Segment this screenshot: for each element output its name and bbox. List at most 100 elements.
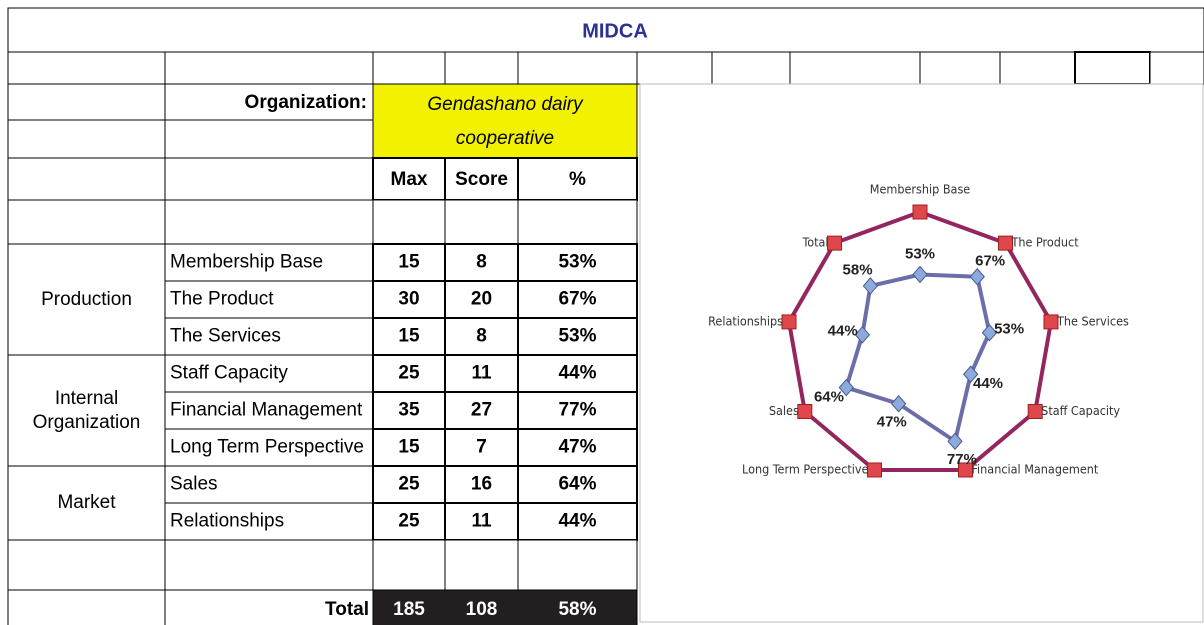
- cell: [444, 354, 519, 393]
- title-cell: [7, 7, 1204, 53]
- cell: [164, 83, 374, 121]
- cell: [164, 502, 374, 541]
- cell: [372, 199, 446, 245]
- cell: [372, 51, 446, 85]
- marker: [838, 378, 854, 397]
- cell: [517, 539, 638, 591]
- marker: [997, 235, 1013, 251]
- marker: [969, 267, 985, 286]
- cell-value: 44%: [558, 511, 596, 532]
- cell-value: 8: [476, 326, 487, 347]
- cell: [7, 589, 166, 625]
- cell: [7, 354, 166, 467]
- cell-value: 15: [398, 252, 420, 273]
- column-header: %: [569, 169, 586, 190]
- organization-label: Organization:: [245, 92, 367, 113]
- category-label: The Product: [1010, 235, 1079, 250]
- cell: [517, 157, 638, 201]
- series-line: [787, 210, 1053, 472]
- cell: [164, 157, 374, 201]
- series-line: [844, 272, 992, 444]
- category-label: Sales: [769, 403, 799, 418]
- cell: [789, 51, 921, 85]
- cell: [164, 391, 374, 430]
- marker: [867, 462, 883, 478]
- total-value: 185: [393, 599, 425, 620]
- cell: [7, 465, 166, 541]
- data-label: 53%: [994, 320, 1024, 337]
- cell-value: 53%: [558, 326, 596, 347]
- cell: [517, 428, 638, 467]
- cell: [517, 391, 638, 430]
- data-label: 77%: [947, 451, 977, 468]
- marker: [827, 235, 843, 251]
- category-label: Membership Base: [870, 182, 971, 197]
- cell: [517, 280, 638, 319]
- row-label: The Product: [170, 289, 274, 310]
- row-label: Long Term Perspective: [170, 437, 364, 458]
- row-label: Sales: [170, 474, 218, 495]
- group-box: Internal Organization: [32, 387, 141, 433]
- cell-value: 15: [398, 326, 420, 347]
- cell: [164, 51, 374, 85]
- cell: [444, 539, 519, 591]
- marker: [781, 314, 797, 330]
- group-name: Production: [41, 288, 132, 310]
- cell: [444, 465, 519, 504]
- cell: [919, 51, 1001, 85]
- marker: [981, 324, 998, 342]
- marker: [890, 394, 907, 413]
- column-header: Score: [455, 169, 508, 190]
- cell-value: 7: [476, 437, 487, 458]
- category-label: Long Term Perspective: [742, 461, 869, 476]
- total-value: 58%: [558, 599, 596, 620]
- category-label: The Services: [1056, 313, 1129, 328]
- marker: [947, 432, 963, 450]
- sheet-title: MIDCA: [582, 20, 648, 42]
- cell: [164, 354, 374, 393]
- cell: [1149, 51, 1204, 85]
- chart-area: [639, 83, 1204, 623]
- group-box: Market: [57, 492, 116, 513]
- cell: [517, 199, 638, 245]
- data-label: 53%: [905, 245, 935, 262]
- cell: [7, 157, 166, 201]
- cell: [636, 51, 713, 85]
- cell: [164, 428, 374, 467]
- row-label: Membership Base: [170, 252, 323, 273]
- data-label: 44%: [828, 322, 858, 339]
- total-label: Total: [325, 599, 369, 620]
- category-label: Staff Capacity: [1041, 403, 1120, 418]
- cell-value: 30: [398, 289, 419, 310]
- cell: [164, 589, 374, 625]
- cell-value: 44%: [558, 363, 596, 384]
- row-label: Relationships: [170, 511, 284, 532]
- category-label: Relationships: [708, 313, 783, 328]
- cell-value: 20: [471, 289, 492, 310]
- cell-value: 25: [398, 511, 420, 532]
- cell-value: 25: [398, 363, 420, 384]
- cell: [517, 51, 638, 85]
- cell: [372, 539, 446, 591]
- marker: [1027, 404, 1043, 419]
- cell-value: 8: [476, 252, 487, 273]
- cell-value: 16: [471, 474, 492, 495]
- row-label: Financial Management: [170, 400, 363, 421]
- cell-value: 67%: [558, 289, 596, 310]
- group-name: Internal Organization: [32, 387, 141, 433]
- cell: [1074, 51, 1151, 85]
- cell-value: 15: [398, 437, 420, 458]
- cell: [7, 243, 166, 356]
- data-label: 64%: [814, 389, 844, 406]
- marker: [862, 277, 879, 295]
- organization-name: Gendashano dairy cooperative: [427, 94, 583, 149]
- marker: [957, 462, 973, 478]
- row-label: Staff Capacity: [170, 363, 288, 384]
- cell: [7, 199, 166, 245]
- cell: [164, 199, 374, 245]
- group-name: Market: [57, 492, 116, 513]
- data-label: 44%: [973, 375, 1003, 392]
- cell-value: 11: [471, 511, 492, 532]
- marker: [854, 326, 871, 344]
- cell: [164, 280, 374, 319]
